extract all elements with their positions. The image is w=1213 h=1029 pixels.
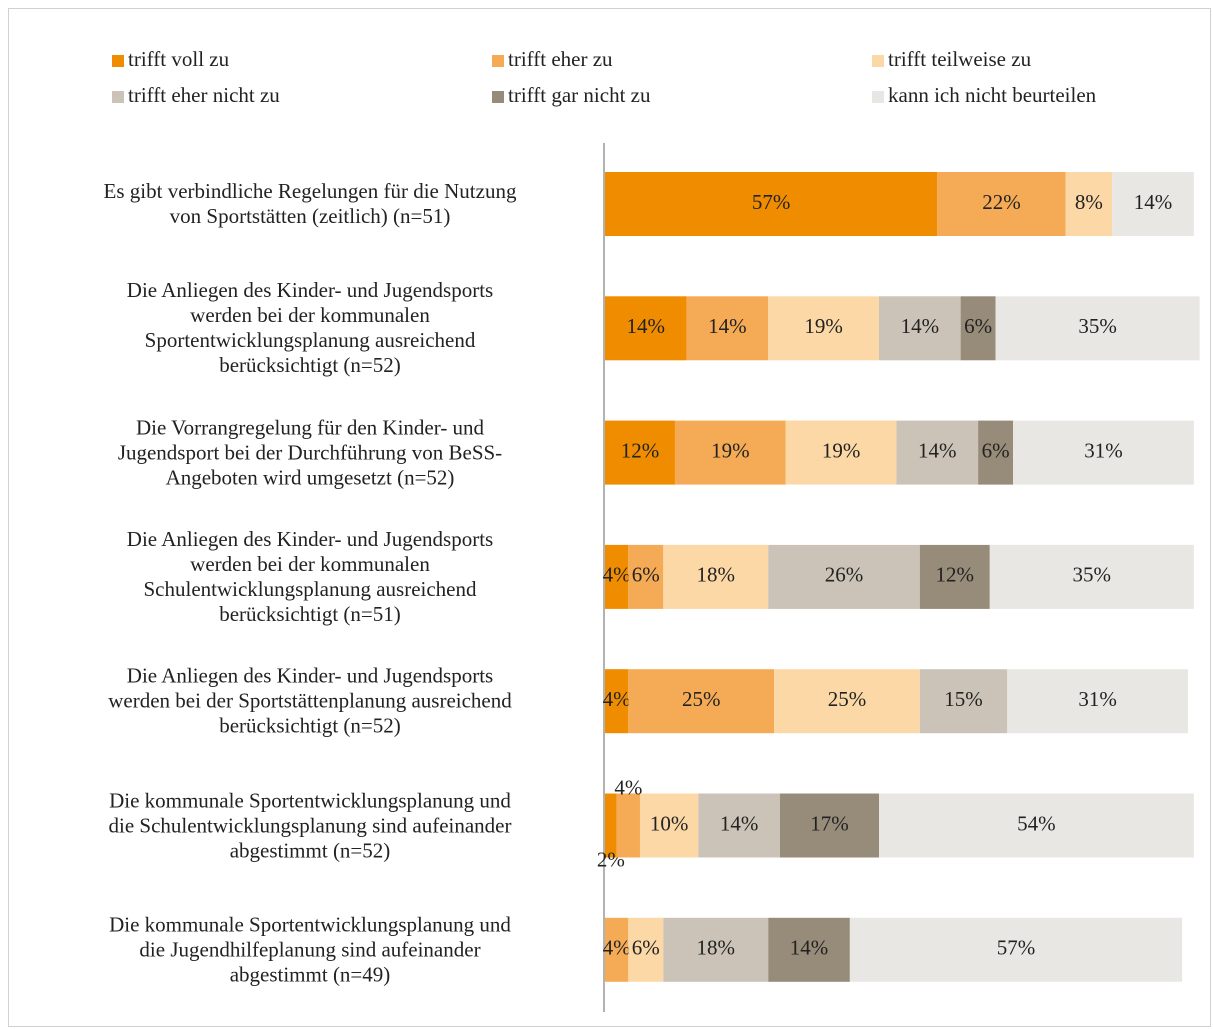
category-label: Es gibt verbindliche Regelungen für die … [103, 179, 517, 228]
bar-segment [605, 917, 629, 982]
value-label: 57% [752, 190, 791, 214]
legend-swatch [112, 91, 124, 103]
value-label: 25% [828, 687, 867, 711]
value-label: 31% [1084, 438, 1123, 462]
bar-segment [616, 793, 640, 858]
category-label: Die Vorrangregelung für den Kinder- und … [117, 415, 503, 490]
bar-segment [605, 793, 617, 858]
bar-segment [919, 544, 990, 609]
value-label: 10% [650, 811, 689, 835]
bar-segment [995, 296, 1200, 361]
bar-segment [879, 296, 961, 361]
bar-segment [774, 669, 920, 734]
value-label: 35% [1078, 314, 1117, 338]
value-label: 57% [997, 936, 1036, 960]
bar-segment [605, 420, 675, 485]
legend-label: trifft teilweise zu [888, 47, 1032, 71]
bar-segment [1112, 172, 1194, 236]
value-label: 14% [1134, 190, 1173, 214]
bar-segment [605, 669, 629, 734]
bar-segment [785, 420, 897, 485]
bar-segment [605, 172, 938, 236]
legend-swatch [492, 55, 504, 67]
bar-segment [779, 793, 880, 858]
value-label: 17% [810, 811, 849, 835]
value-label: 4% [603, 687, 631, 711]
bar-segment [1013, 420, 1194, 485]
value-label: 12% [621, 438, 660, 462]
value-label: 12% [936, 563, 975, 587]
bar-segment [768, 544, 920, 609]
bar-segment [686, 296, 769, 361]
bar-segment [639, 793, 699, 858]
value-label: 6% [632, 936, 660, 960]
value-label: 6% [964, 314, 992, 338]
value-label: 26% [825, 563, 864, 587]
category-label: Die Anliegen des Kinder- und Jugendsport… [126, 526, 494, 626]
bar-segment [849, 917, 1183, 982]
value-label: 6% [982, 438, 1010, 462]
legend-label: kann ich nicht beurteilen [888, 83, 1097, 107]
bar-segment [937, 172, 1066, 236]
legend-label: trifft gar nicht zu [508, 83, 651, 107]
value-label: 4% [603, 936, 631, 960]
bar-segment [628, 669, 775, 734]
legend-swatch [492, 91, 504, 103]
category-label: Die Anliegen des Kinder- und Jugendsport… [108, 663, 512, 738]
bar-segment [1065, 172, 1113, 236]
bar-segment [978, 420, 1014, 485]
value-label: 19% [822, 438, 861, 462]
bar-segment [663, 544, 769, 609]
value-label: 54% [1017, 811, 1056, 835]
bar-segment [605, 544, 629, 609]
value-label: 35% [1073, 563, 1112, 587]
bar-segment [989, 544, 1194, 609]
bar-segment [674, 420, 786, 485]
value-label: 15% [944, 687, 983, 711]
bar-segment [768, 296, 880, 361]
bar-segment [605, 296, 687, 361]
bar-segment [896, 420, 979, 485]
value-label: 31% [1078, 687, 1117, 711]
value-label: 6% [632, 563, 660, 587]
bar-segment [919, 669, 1008, 734]
value-label: 18% [697, 563, 736, 587]
legend-swatch [872, 55, 884, 67]
bar-segment [698, 793, 780, 858]
value-label: 14% [708, 314, 747, 338]
value-label: 19% [804, 314, 843, 338]
legend-label: trifft eher nicht zu [128, 83, 280, 107]
value-label: 4% [603, 563, 631, 587]
value-label: 14% [627, 314, 666, 338]
bar-segment [628, 917, 664, 982]
category-label: Die kommunale Sportentwicklungsplanung u… [109, 912, 511, 987]
bar-segment [768, 917, 850, 982]
chart-frame [8, 8, 1211, 1027]
value-label: 8% [1075, 190, 1103, 214]
value-label: 22% [982, 190, 1021, 214]
value-label: 14% [901, 314, 940, 338]
bar-segment [628, 544, 664, 609]
legend-label: trifft eher zu [508, 47, 613, 71]
value-label: 25% [682, 687, 721, 711]
value-label: 14% [720, 811, 759, 835]
bar-segment [663, 917, 769, 982]
value-label: 4% [614, 775, 642, 799]
value-label: 14% [918, 438, 957, 462]
bar-segment [1007, 669, 1188, 734]
category-label: Die kommunale Sportentwicklungsplanung u… [108, 788, 512, 862]
bar-segment [879, 793, 1194, 858]
legend-swatch [112, 55, 124, 67]
category-label: Die Anliegen des Kinder- und Jugendsport… [126, 278, 494, 378]
value-label: 14% [790, 936, 829, 960]
value-label: 19% [711, 438, 750, 462]
bar-segment [960, 296, 996, 361]
legend-label: trifft voll zu [128, 47, 230, 71]
legend-swatch [872, 91, 884, 103]
value-label: 18% [697, 936, 736, 960]
